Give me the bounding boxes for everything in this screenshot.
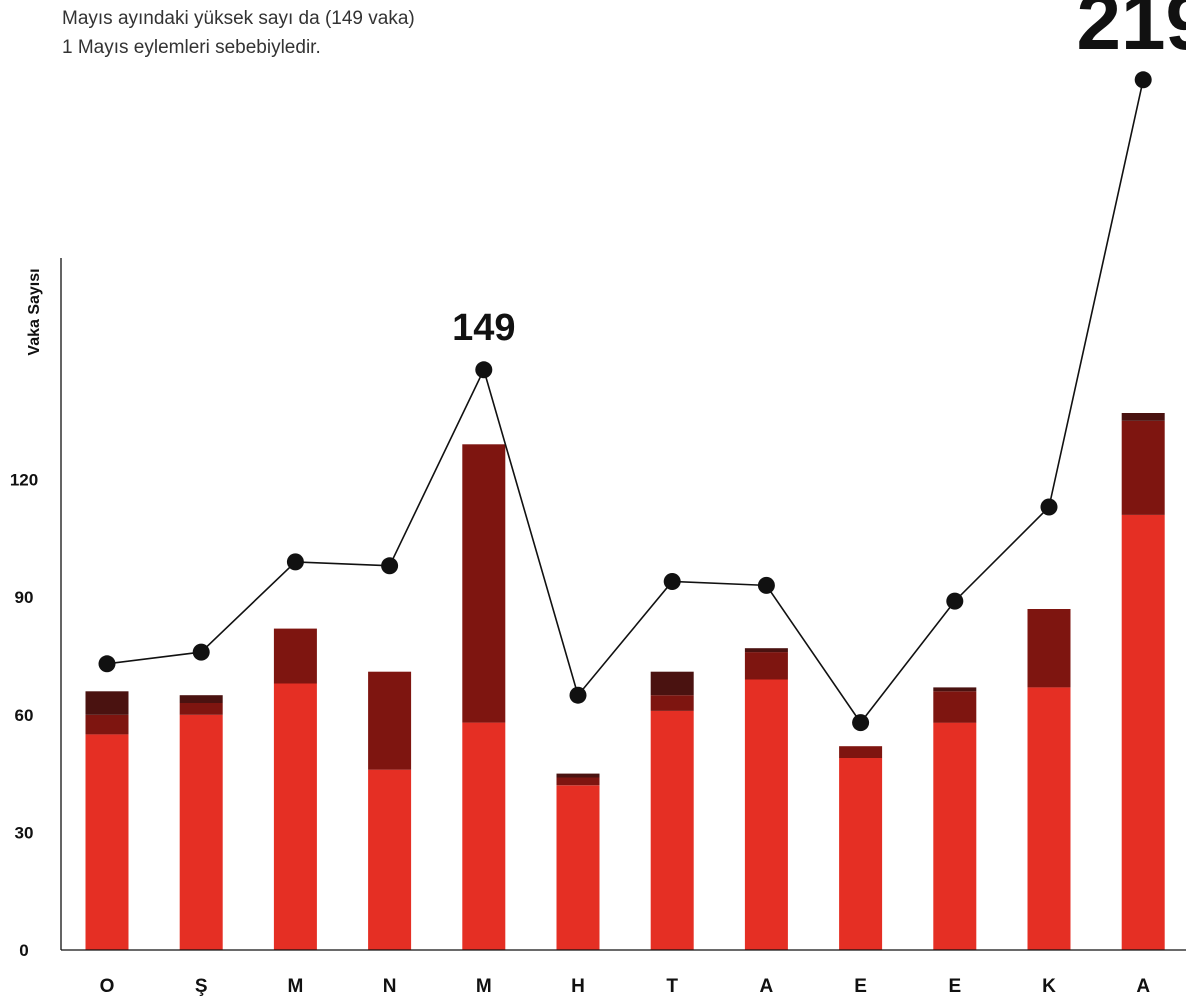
total-line: [106, 79, 1144, 724]
x-tick-label: A: [760, 976, 774, 997]
annotation-note: Mayıs ayındaki yüksek sayı da (149 vaka)…: [62, 4, 415, 62]
point-value-label: 219: [1076, 0, 1186, 66]
y-tick-label: 60: [15, 706, 34, 725]
line-point: [475, 361, 493, 379]
y-tick-label: 30: [15, 823, 34, 842]
x-tick-label: M: [476, 976, 492, 997]
bar-segment-1: [368, 769, 412, 950]
x-tick-label: H: [571, 976, 585, 997]
bar-segment-2: [179, 703, 223, 715]
bar-segment-2: [85, 714, 129, 735]
annotation-line-1: Mayıs ayındaki yüksek sayı da (149 vaka): [62, 8, 415, 29]
line-point: [663, 573, 681, 590]
x-tick-label: E: [854, 976, 867, 997]
line-point: [192, 643, 210, 661]
bar-segment-1: [933, 722, 977, 950]
bar-segment-2: [368, 671, 412, 770]
x-tick-label: A: [1136, 976, 1150, 997]
bar-segment-2: [273, 628, 317, 684]
bar-segment-1: [839, 757, 883, 950]
bar-segment-1: [556, 785, 600, 950]
x-tick-label: Ş: [195, 976, 208, 997]
line-point: [98, 655, 116, 673]
y-tick-label: 120: [10, 471, 38, 490]
line-point: [1134, 71, 1152, 89]
line-point: [286, 553, 304, 571]
x-tick-label: T: [666, 976, 678, 997]
line-point: [569, 686, 587, 704]
line-point: [946, 592, 964, 610]
bars-layer: [85, 413, 1165, 950]
bar-segment-2: [556, 777, 600, 786]
bar-segment-2: [650, 695, 694, 711]
bar-segment-2: [839, 746, 883, 758]
bar-segment-3: [744, 648, 788, 653]
bar-segment-2: [744, 652, 788, 680]
y-tick-label: 90: [15, 588, 34, 607]
bar-segment-3: [85, 691, 129, 715]
x-tick-label: N: [383, 976, 397, 997]
x-tick-label: K: [1042, 976, 1056, 997]
bar-segment-1: [462, 722, 506, 950]
bar-segment-2: [933, 691, 977, 723]
bar-segment-2: [462, 444, 506, 723]
x-tick-label: E: [948, 976, 961, 997]
line-point: [757, 576, 775, 594]
line-point: [381, 557, 399, 575]
bar-segment-3: [650, 671, 694, 696]
bar-segment-2: [1027, 609, 1071, 688]
point-value-label: 149: [452, 307, 515, 349]
bar-segment-3: [933, 687, 977, 692]
bar-segment-1: [744, 679, 788, 950]
y-ticks: 0 30 60 90 120: [10, 471, 38, 960]
x-tick-label: M: [287, 976, 303, 997]
bar-segment-1: [85, 734, 129, 950]
bar-segment-1: [179, 714, 223, 950]
x-tick-label: O: [100, 976, 115, 997]
y-tick-label: 0: [19, 941, 28, 960]
point-labels: 149 219: [452, 0, 1186, 349]
bar-segment-1: [650, 710, 694, 950]
axis-layer: Vaka Sayısı: [26, 258, 1186, 951]
bar-segment-1: [1027, 687, 1071, 950]
bar-segment-1: [1121, 514, 1165, 950]
y-axis-title: Vaka Sayısı: [26, 268, 43, 355]
bar-segment-2: [1121, 420, 1165, 515]
annotation-line-2: 1 Mayıs eylemleri sebebiyledir.: [62, 37, 321, 58]
bar-segment-3: [1121, 413, 1165, 421]
line-point: [1040, 498, 1058, 516]
bar-segment-3: [556, 773, 600, 778]
bar-segment-3: [179, 695, 223, 703]
bar-segment-1: [273, 683, 317, 950]
line-point: [852, 714, 870, 732]
total-line-layer: [98, 71, 1152, 732]
